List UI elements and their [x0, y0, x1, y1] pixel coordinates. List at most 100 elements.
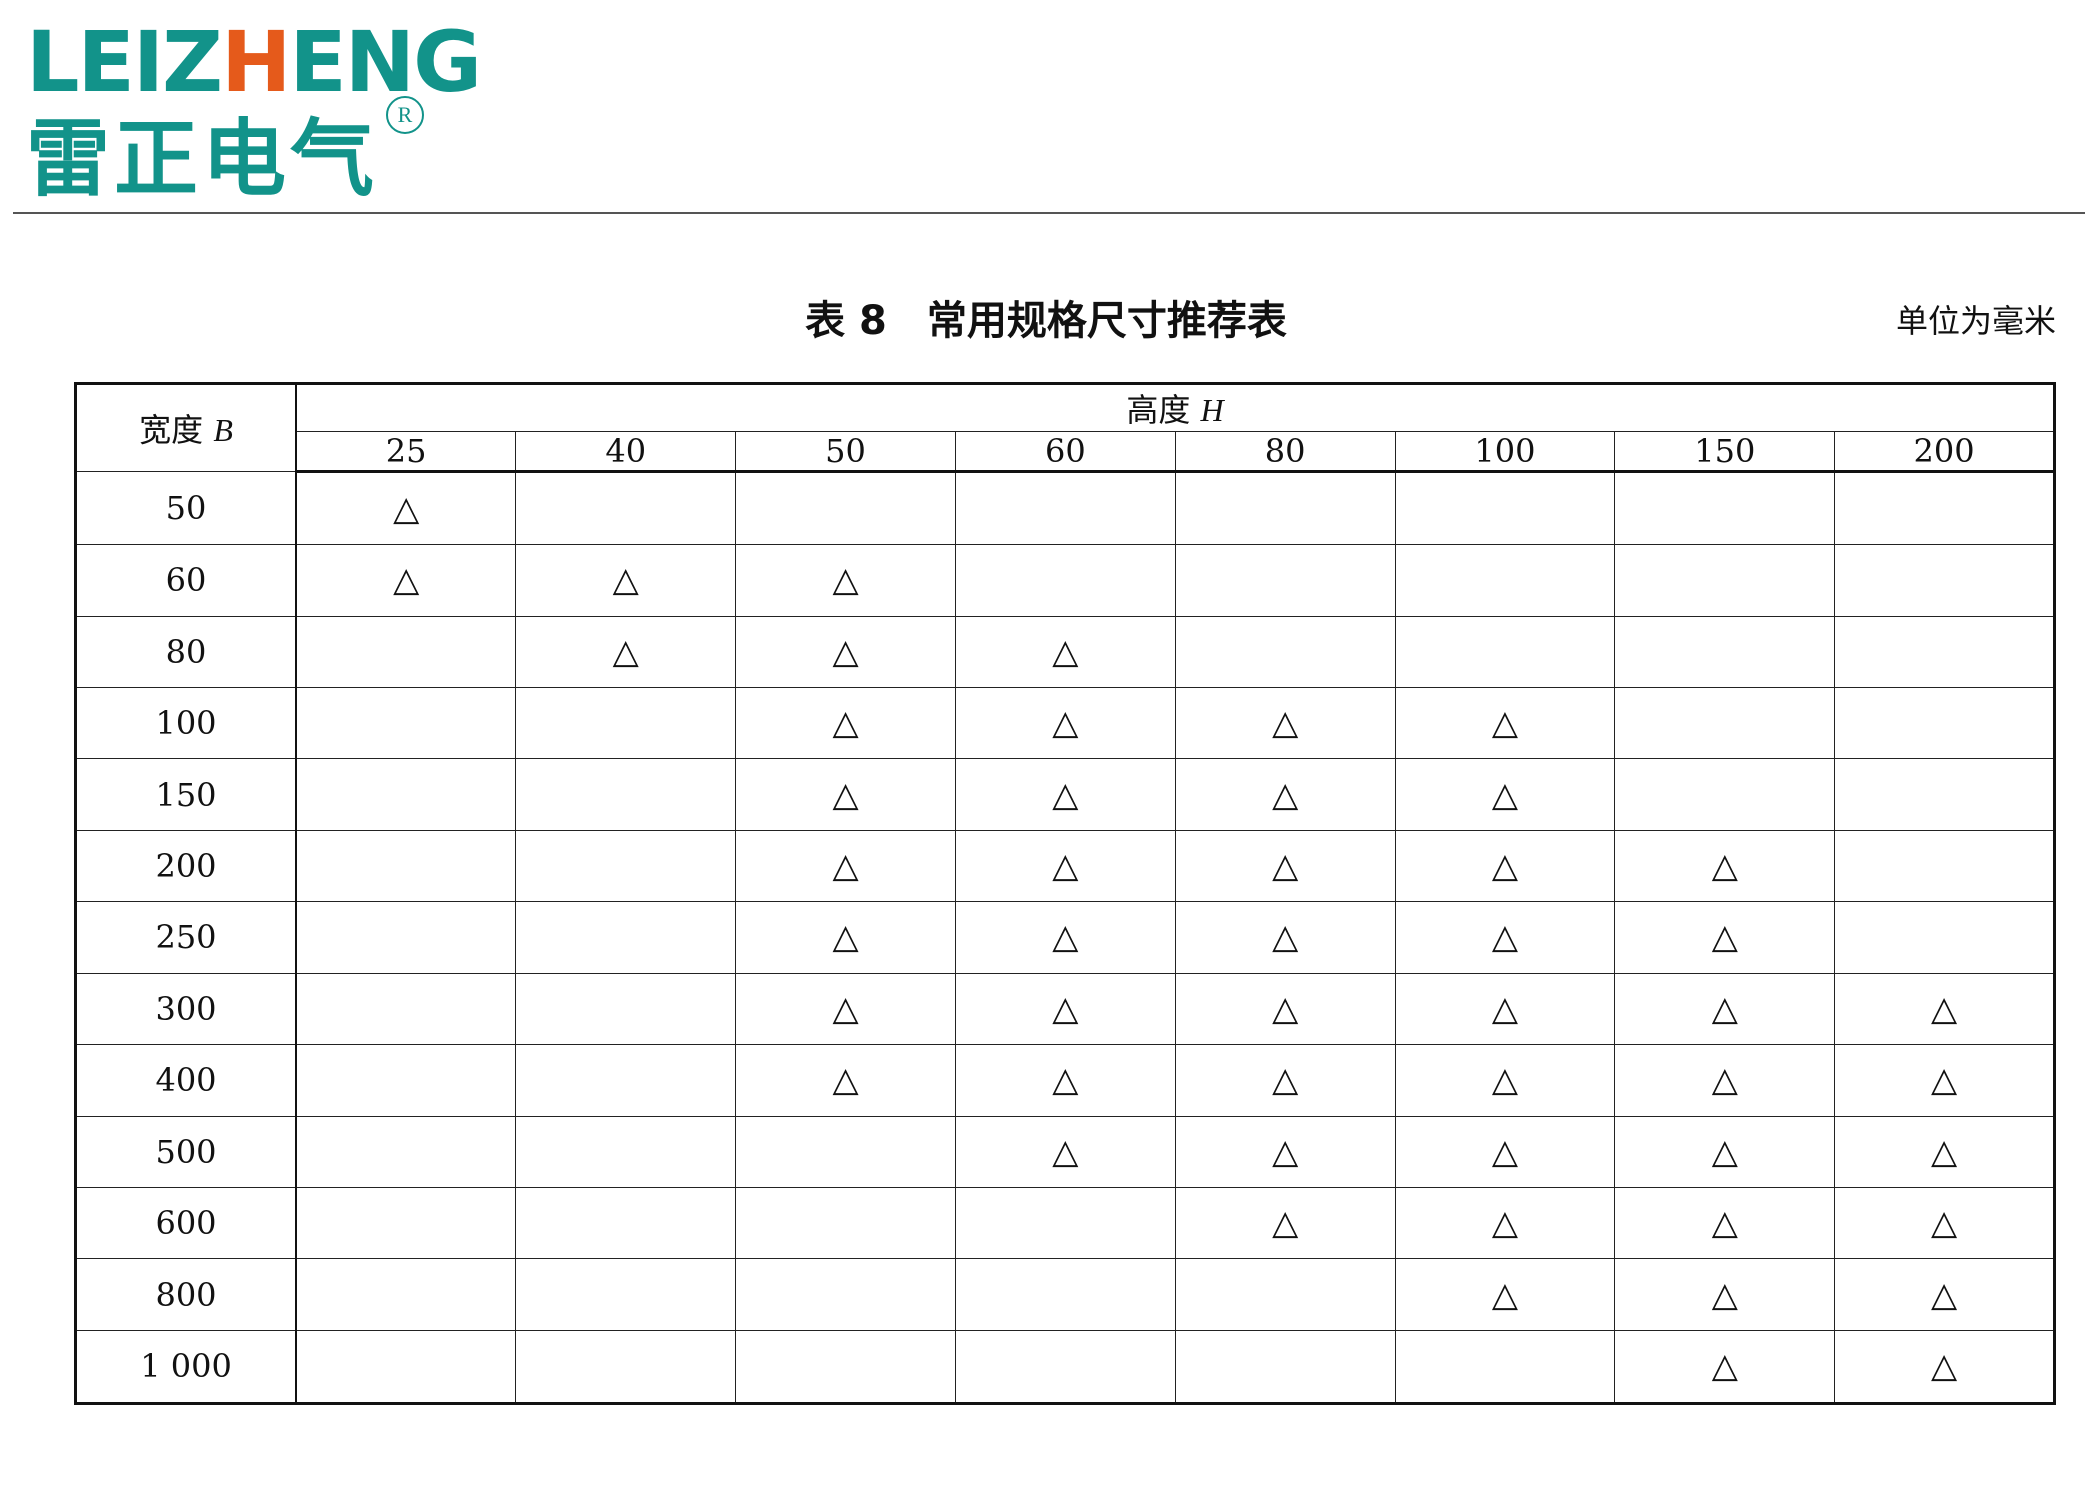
row-width-cell: 80: [75, 615, 297, 689]
table-cell: △: [295, 544, 517, 617]
triangle-mark-icon: △: [393, 488, 420, 529]
table-cell: [295, 901, 517, 974]
table-cell: △: [1834, 1258, 2055, 1331]
table-row: 500 △ △ △ △ △: [75, 1115, 2055, 1188]
triangle-mark-icon: △: [1931, 1060, 1958, 1101]
table-cell: △: [1394, 758, 1616, 831]
table-cell: △: [735, 829, 956, 903]
triangle-mark-icon: △: [1272, 846, 1299, 887]
table-cell: △: [1174, 972, 1396, 1046]
column-header: 200: [1834, 431, 2055, 473]
triangle-mark-icon: △: [1491, 1131, 1519, 1172]
table-cell: △: [954, 1115, 1176, 1188]
table-cell: [1834, 829, 2055, 903]
table-cell: [954, 1258, 1176, 1331]
table-row: 400 △ △ △ △ △ △: [75, 1044, 2055, 1117]
column-header: 50: [735, 431, 956, 473]
table-cell: △: [1614, 1186, 1836, 1260]
triangle-mark-icon: △: [612, 560, 639, 601]
table-cell: [515, 972, 737, 1046]
table-cell: △: [1614, 901, 1836, 974]
table-cell: [1394, 1329, 1616, 1405]
table-cell: △: [1394, 1115, 1616, 1188]
table-cell: △: [1394, 1044, 1616, 1117]
table-cell: △: [1834, 1186, 2055, 1260]
table-cell: △: [1174, 829, 1396, 903]
table-cell: [295, 1258, 517, 1331]
table-row: 50 △: [75, 470, 2055, 546]
triangle-mark-icon: △: [1052, 846, 1079, 887]
triangle-mark-icon: △: [1491, 1060, 1519, 1101]
table-row: 800 △ △ △: [75, 1258, 2055, 1331]
triangle-mark-icon: △: [1491, 988, 1519, 1029]
triangle-mark-icon: △: [832, 846, 859, 887]
table-cell: △: [1834, 1329, 2055, 1405]
triangle-mark-icon: △: [1052, 631, 1079, 672]
table-cell: [735, 1258, 956, 1331]
column-header: 100: [1394, 431, 1616, 473]
triangle-mark-icon: △: [832, 917, 859, 958]
row-width-cell: 300: [75, 972, 297, 1046]
table-cell: △: [954, 972, 1176, 1046]
table-cell: △: [1614, 1044, 1836, 1117]
table-cell: [515, 1115, 737, 1188]
table-row: 1 000 △ △: [75, 1329, 2055, 1405]
table-cell: [1614, 470, 1836, 546]
column-header: 60: [954, 431, 1176, 473]
table-cell: [1174, 544, 1396, 617]
logo-text-cn: 雷正电气: [26, 110, 379, 208]
column-header: 40: [515, 431, 737, 473]
table-cell: △: [1834, 1044, 2055, 1117]
table-cell: △: [1174, 758, 1396, 831]
table-cell: [515, 1186, 737, 1260]
table-cell: [1394, 470, 1616, 546]
table-cell: [1174, 470, 1396, 546]
row-width-cell: 400: [75, 1044, 297, 1117]
triangle-mark-icon: △: [832, 703, 859, 744]
triangle-mark-icon: △: [1272, 917, 1299, 958]
table-cell: △: [735, 972, 956, 1046]
table-cell: △: [1614, 972, 1836, 1046]
table-cell: [1834, 686, 2055, 760]
triangle-mark-icon: △: [1052, 917, 1079, 958]
triangle-mark-icon: △: [832, 1060, 859, 1101]
table-cell: △: [1174, 1044, 1396, 1117]
triangle-mark-icon: △: [1711, 1060, 1738, 1101]
size-recommendation-table: 宽度 B 高度 H 25 40 50 60 80 100 150 200 50 △ 60 △ △ △ 80…: [74, 382, 2056, 1405]
triangle-mark-icon: △: [1491, 774, 1519, 815]
table-cell: △: [954, 829, 1176, 903]
triangle-mark-icon: △: [1931, 1203, 1958, 1244]
triangle-mark-icon: △: [1711, 1346, 1738, 1387]
table-cell: △: [954, 615, 1176, 689]
triangle-mark-icon: △: [1491, 1274, 1519, 1315]
table-cell: [954, 1329, 1176, 1405]
row-width-cell: 500: [75, 1115, 297, 1188]
triangle-mark-icon: △: [1711, 917, 1738, 958]
table-row: 80 △ △ △: [75, 615, 2055, 689]
table-cell: △: [735, 901, 956, 974]
triangle-mark-icon: △: [1052, 1131, 1079, 1172]
table-cell: [1834, 615, 2055, 689]
table-cell: [1834, 901, 2055, 974]
table-cell: △: [1394, 686, 1616, 760]
triangle-mark-icon: △: [1272, 774, 1299, 815]
table-cell: △: [1614, 1258, 1836, 1331]
table-cell: △: [954, 901, 1176, 974]
triangle-mark-icon: △: [1491, 1203, 1519, 1244]
triangle-mark-icon: △: [832, 988, 859, 1029]
table-cell: [1174, 1258, 1396, 1331]
triangle-mark-icon: △: [1931, 1346, 1958, 1387]
triangle-mark-icon: △: [832, 774, 859, 815]
table-row: 300 △ △ △ △ △ △: [75, 972, 2055, 1046]
triangle-mark-icon: △: [1052, 703, 1079, 744]
triangle-mark-icon: △: [393, 560, 420, 601]
table-cell: △: [735, 1044, 956, 1117]
triangle-mark-icon: △: [1711, 988, 1738, 1029]
table-cell: △: [735, 686, 956, 760]
triangle-mark-icon: △: [1491, 703, 1519, 744]
table-cell: [954, 1186, 1176, 1260]
table-row: 100 △ △ △ △: [75, 686, 2055, 760]
table-cell: △: [735, 544, 956, 617]
table-cell: △: [295, 470, 517, 546]
table-cell: [295, 829, 517, 903]
